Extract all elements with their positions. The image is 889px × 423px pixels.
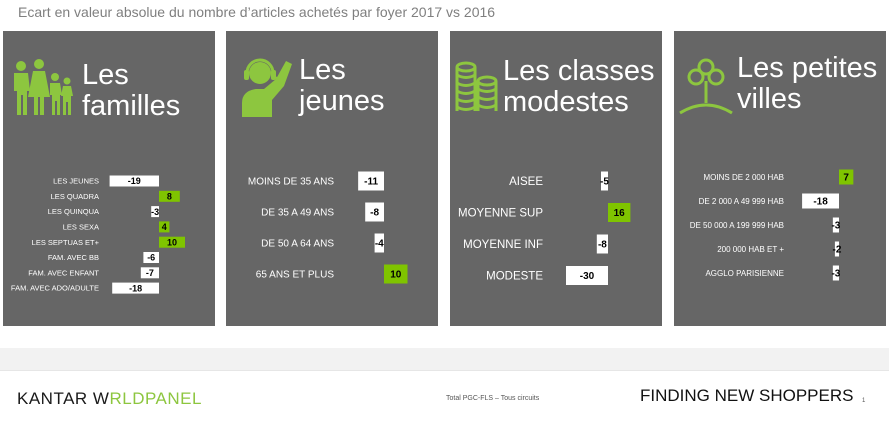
bar <box>834 241 839 257</box>
logo-text-part1: KANTAR W <box>17 389 110 408</box>
bar-chart-classes-modestes: AISEE -5 MOYENNE SUP 16 MOYENNE INF -8 MODESTE… <box>458 171 631 285</box>
data-label: 10 <box>167 237 177 247</box>
data-label: -3 <box>151 207 159 217</box>
data-label: -6 <box>147 253 155 263</box>
data-label: -11 <box>364 177 378 188</box>
panel-petites-villes: Les petites villes MOINS DE 2 000 HAB 7 DE… <box>674 31 886 326</box>
category-label: DE 50 A 64 ANS <box>261 239 334 250</box>
bar <box>143 252 159 263</box>
category-label: LES JEUNES <box>53 177 99 186</box>
bar <box>566 266 608 285</box>
bar <box>832 217 839 233</box>
bar <box>601 171 608 191</box>
data-label: -3 <box>831 221 840 232</box>
panel-title-jeunes: Les jeunes <box>299 54 385 117</box>
panel-title-classes-modestes: Les classes modestes <box>503 55 655 118</box>
category-label: 200 000 HAB ET + <box>717 245 784 254</box>
category-label: LES SEXA <box>63 223 99 232</box>
coin-stacks-icon <box>455 61 498 111</box>
bar <box>374 233 384 253</box>
data-label: -5 <box>600 177 609 188</box>
panel-jeunes: Les jeunes MOINS DE 35 ANS -11 DE 35 A 49 … <box>226 31 438 326</box>
category-label: AGGLO PARISIENNE <box>705 269 784 278</box>
source-note: Total PGC-FLS – Tous circuits <box>446 395 540 402</box>
panel-title-familles: Les familles <box>82 59 181 122</box>
category-label: LES QUINQUA <box>48 207 99 216</box>
bottom-band <box>0 348 889 370</box>
category-label: MOINS DE 2 000 HAB <box>704 173 784 182</box>
bar <box>802 193 839 209</box>
category-label: LES SEPTUAS ET+ <box>32 238 100 247</box>
category-label: MOYENNE INF <box>463 239 543 251</box>
data-label: -7 <box>146 268 154 278</box>
data-label: -18 <box>129 283 142 293</box>
data-label: 7 <box>843 173 849 184</box>
logo-text-part2: RLDPANEL <box>109 389 202 408</box>
bar <box>112 282 159 294</box>
panel-title-petites-villes: Les petites villes <box>737 52 878 115</box>
category-label: LES QUADRA <box>51 192 99 201</box>
category-label: AISEE <box>509 176 543 188</box>
family-icon <box>14 59 73 115</box>
data-label: -19 <box>128 176 141 186</box>
bar <box>159 190 180 202</box>
data-label: -8 <box>598 240 607 251</box>
bar <box>109 175 159 187</box>
category-label: DE 50 000 A 199 999 HAB <box>690 221 784 230</box>
bar <box>151 206 159 218</box>
data-label: 10 <box>390 270 402 281</box>
bar <box>159 236 185 248</box>
category-label: FAM. AVEC BB <box>48 253 99 262</box>
data-label: -2 <box>832 245 841 256</box>
data-label: -4 <box>375 239 384 250</box>
tagline: FINDING NEW SHOPPERS <box>640 386 854 405</box>
bar-chart-familles: LES JEUNES -19 LES QUADRA 8 LES QUINQUA -3 LES… <box>11 175 185 294</box>
data-label: 4 <box>162 222 167 232</box>
bar <box>832 265 839 281</box>
bar <box>140 267 159 279</box>
kantar-worldpanel-logo: KANTAR WRLDPANEL <box>17 389 202 409</box>
data-label: 16 <box>614 208 626 219</box>
category-label: FAM. AVEC ENFANT <box>28 268 99 277</box>
bar <box>384 264 408 284</box>
category-label: 65 ANS ET PLUS <box>256 270 335 281</box>
bar <box>358 171 384 191</box>
category-label: MODESTE <box>486 271 543 283</box>
bar <box>159 221 170 233</box>
data-label: -8 <box>370 208 379 219</box>
category-label: DE 35 A 49 ANS <box>261 208 334 219</box>
panel-classes-modestes: Les classes modestes AISEE -5 MOYENNE SUP 1… <box>450 31 662 326</box>
bar-chart-jeunes: MOINS DE 35 ANS -11 DE 35 A 49 ANS -8 DE 50 … <box>248 171 408 284</box>
data-label: -30 <box>580 271 595 282</box>
data-label: 8 <box>167 192 172 202</box>
bar <box>839 169 854 185</box>
bar <box>596 234 608 254</box>
chart-subtitle: Ecart en valeur absolue du nombre d’arti… <box>18 4 496 20</box>
category-label: DE 2 000 A 49 999 HAB <box>699 197 784 206</box>
category-label: FAM. AVEC ADO/ADULTE <box>11 284 99 293</box>
page-number: 1 <box>862 398 866 404</box>
data-label: -18 <box>813 197 828 208</box>
bar <box>365 202 384 222</box>
category-label: MOINS DE 35 ANS <box>248 177 334 188</box>
tree-icon <box>679 58 733 115</box>
bar <box>608 203 631 222</box>
panel-familles: Les familles LES JEUNES -19 LES QUADRA 8 LES… <box>3 31 215 326</box>
data-label: -3 <box>831 269 840 280</box>
category-label: MOYENNE SUP <box>458 208 543 220</box>
footer-divider <box>0 370 889 371</box>
headset-person-icon <box>242 58 292 117</box>
bar-chart-petites-villes: MOINS DE 2 000 HAB 7 DE 2 000 A 49 999 HAB… <box>690 169 854 281</box>
